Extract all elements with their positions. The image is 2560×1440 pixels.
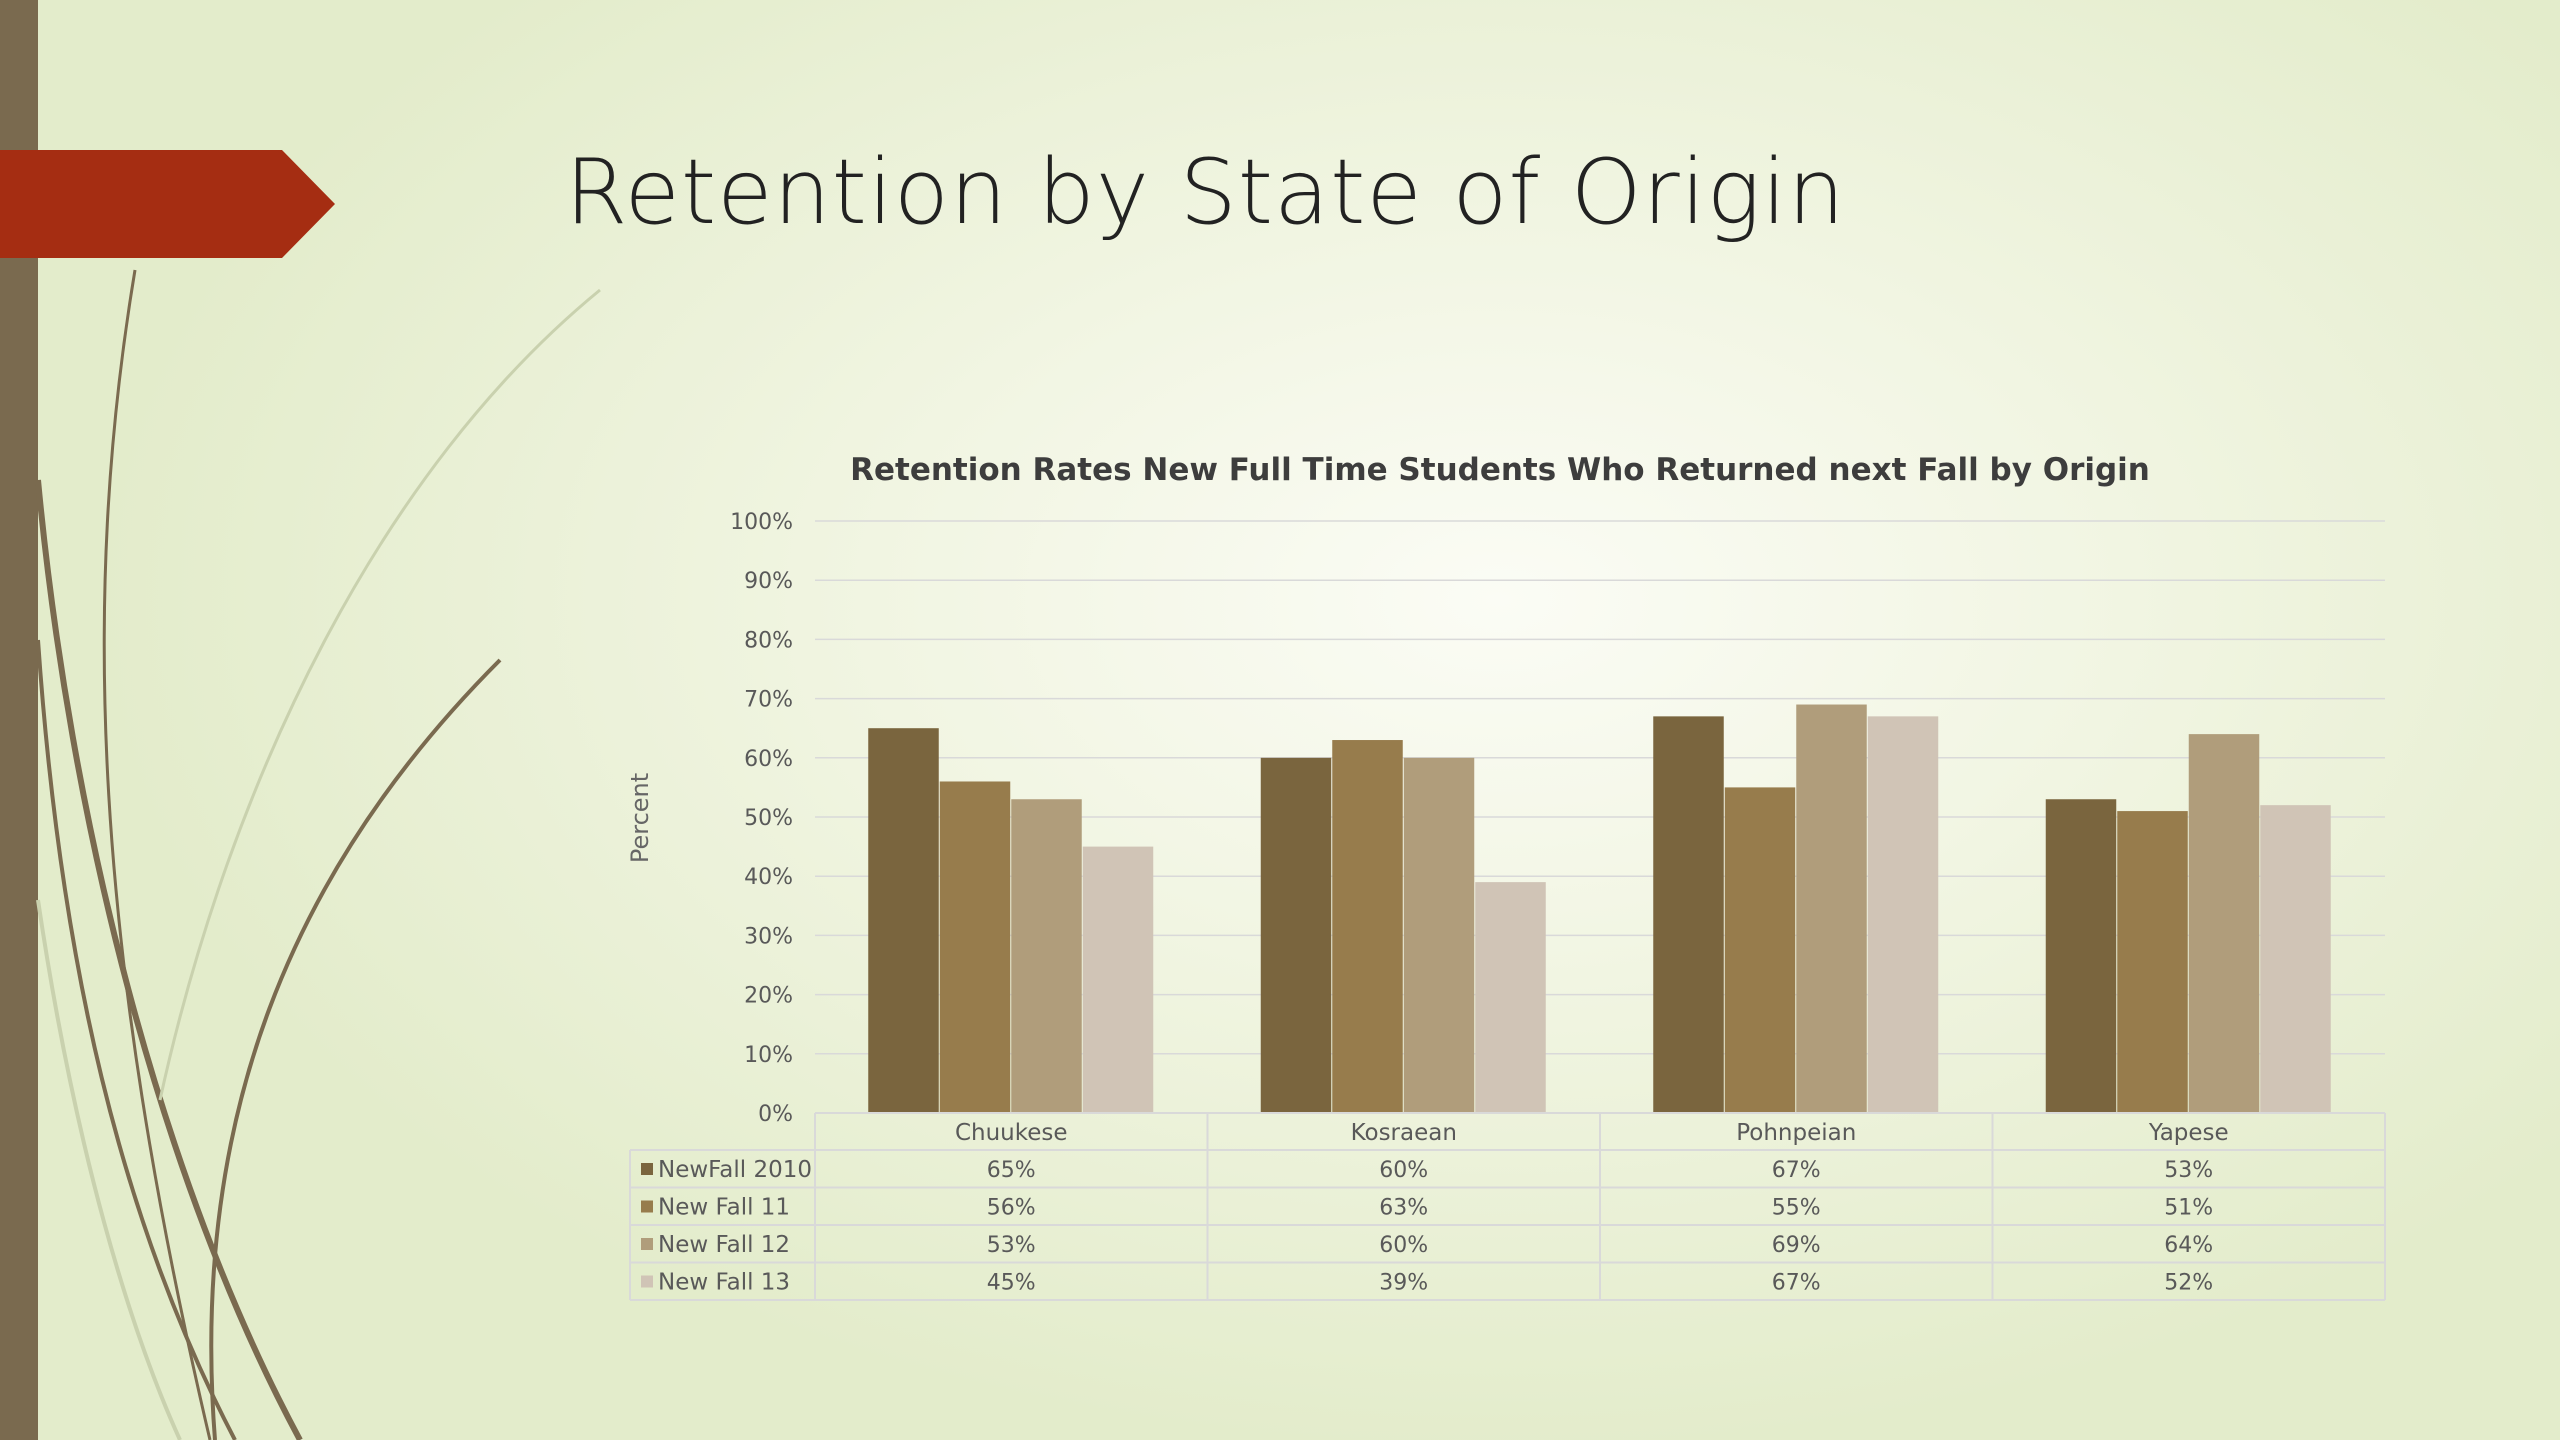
bar	[1867, 716, 1939, 1113]
table-cell-value: 65%	[987, 1158, 1036, 1183]
y-tick-label: 10%	[744, 1043, 793, 1068]
y-tick-label: 70%	[744, 688, 793, 713]
bar	[2260, 805, 2331, 1113]
x-tick-label: Kosraean	[1351, 1120, 1457, 1146]
legend-entry: New Fall 13	[658, 1270, 790, 1296]
data-table: Chuukese Kosraean Pohnpeian Yapese NewFall 2…	[629, 1112, 2386, 1301]
bar	[1475, 882, 1546, 1113]
bar	[1724, 787, 1796, 1113]
y-axis-tick-labels: 0% 10% 20% 30% 40% 50% 60% 70% 80% 90% 100%	[730, 510, 793, 1127]
y-tick-label: 20%	[744, 984, 793, 1009]
legend-entry: NewFall 2010	[658, 1157, 812, 1183]
table-cell-value: 67%	[1772, 1271, 1821, 1296]
y-tick-label: 30%	[744, 924, 793, 949]
legend-swatch	[641, 1163, 653, 1175]
table-cell-value: 53%	[2164, 1158, 2213, 1183]
legend-entry: New Fall 11	[658, 1195, 790, 1221]
y-tick-label: 80%	[744, 628, 793, 653]
bar	[2117, 811, 2188, 1113]
table-cell-value: 51%	[2164, 1196, 2213, 1221]
table-cell-value: 64%	[2164, 1233, 2213, 1258]
table-cell-value: 55%	[1772, 1196, 1821, 1221]
y-tick-label: 60%	[744, 747, 793, 772]
table-cell-value: 60%	[1379, 1158, 1428, 1183]
bar	[939, 781, 1011, 1113]
x-tick-label: Pohnpeian	[1736, 1120, 1856, 1146]
legend-swatch	[641, 1238, 653, 1250]
bar	[2188, 734, 2260, 1113]
x-tick-label: Chuukese	[955, 1120, 1068, 1146]
slide-title: Retention by State of Origin	[565, 140, 1846, 245]
y-tick-label: 0%	[758, 1102, 793, 1127]
title-arrow-shape	[0, 150, 335, 258]
y-tick-label: 90%	[744, 569, 793, 594]
y-tick-label: 50%	[744, 806, 793, 831]
table-cell-value: 39%	[1379, 1271, 1428, 1296]
table-cell-value: 52%	[2164, 1271, 2213, 1296]
table-cell-value: 45%	[987, 1271, 1036, 1296]
bar	[868, 728, 939, 1113]
legend-swatch	[641, 1200, 653, 1213]
y-tick-label: 40%	[744, 865, 793, 890]
legend-swatch	[641, 1275, 653, 1288]
table-cell-value: 60%	[1379, 1233, 1428, 1258]
table-cell-value: 67%	[1772, 1158, 1821, 1183]
bar	[1011, 799, 1082, 1113]
bar	[1653, 716, 1724, 1113]
table-cell-value: 63%	[1379, 1196, 1428, 1221]
bar	[1082, 846, 1154, 1113]
y-axis-label: Percent	[626, 773, 654, 863]
x-tick-label: Yapese	[2148, 1120, 2229, 1146]
y-tick-label: 100%	[730, 510, 793, 535]
bar	[1260, 757, 1332, 1113]
chart-title: Retention Rates New Full Time Students W…	[850, 452, 2150, 488]
bar	[1403, 757, 1475, 1113]
table-cell-value: 69%	[1772, 1233, 1821, 1258]
bar	[2045, 799, 2117, 1113]
bar	[1796, 704, 1867, 1113]
bar	[1332, 740, 1403, 1113]
table-cell-value: 53%	[987, 1233, 1036, 1258]
legend-entry: New Fall 12	[658, 1232, 790, 1258]
table-cell-value: 56%	[987, 1196, 1036, 1221]
bars	[868, 704, 2331, 1113]
